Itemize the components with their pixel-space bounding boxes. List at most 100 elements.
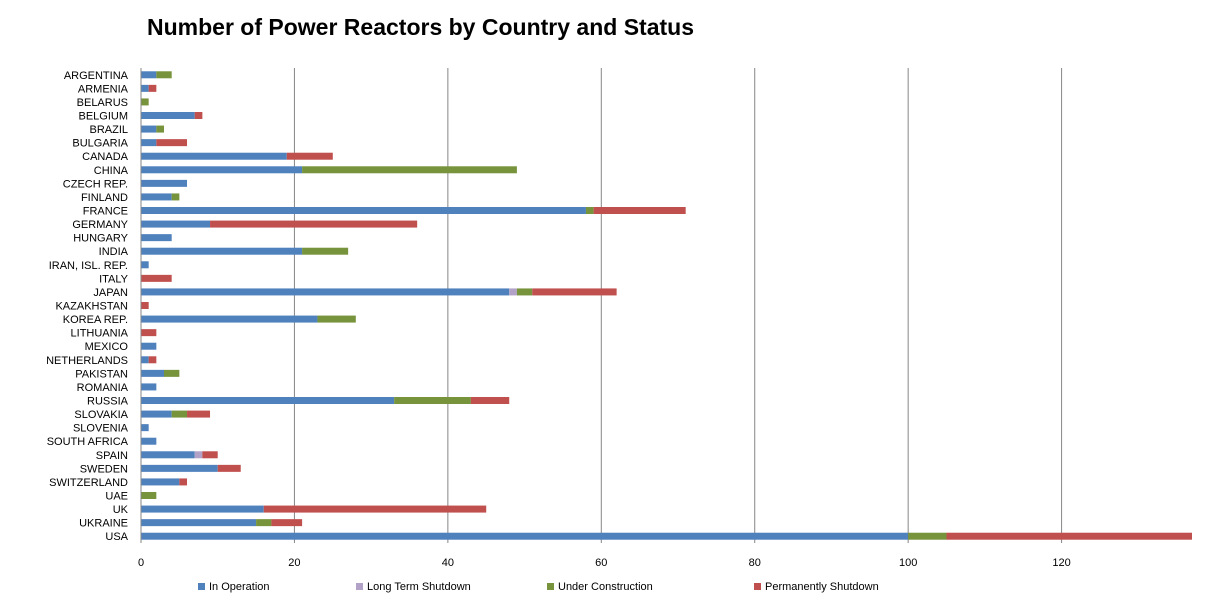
- legend-label: Under Construction: [558, 581, 653, 593]
- bar-segment: [141, 207, 586, 214]
- category-label: USA: [105, 531, 128, 543]
- category-label: UAE: [105, 491, 128, 503]
- category-label: UK: [113, 504, 129, 516]
- bar-segment: [156, 139, 188, 147]
- category-label: INDIA: [99, 246, 129, 258]
- category-label: FRANCE: [83, 206, 128, 218]
- bar-segment: [141, 519, 257, 527]
- bar-segment: [202, 451, 218, 459]
- category-label: SPAIN: [96, 450, 128, 462]
- bar-segment: [156, 71, 172, 79]
- bar-segment: [141, 464, 218, 472]
- bar-segment: [141, 505, 264, 513]
- bar-segment: [593, 207, 686, 214]
- bar-segment: [302, 166, 517, 174]
- bar-segment: [187, 410, 211, 418]
- category-label: SOUTH AFRICA: [47, 436, 129, 448]
- x-tick-label: 120: [1052, 557, 1070, 569]
- category-label: KOREA REP.: [63, 314, 128, 326]
- category-label: BELGIUM: [78, 111, 128, 123]
- category-label: CANADA: [82, 151, 129, 163]
- x-tick-label: 60: [595, 557, 607, 569]
- legend-swatch: [547, 583, 554, 590]
- category-label: SWITZERLAND: [49, 477, 128, 489]
- legend: In Operation Long Term Shutdown Under Cons…: [198, 581, 879, 593]
- bar-segment: [141, 193, 172, 201]
- category-label: BELARUS: [77, 97, 128, 109]
- bar-segment: [141, 125, 157, 133]
- category-label: KAZAKHSTAN: [55, 301, 128, 313]
- legend-swatch: [198, 583, 205, 590]
- bar-segment: [532, 288, 617, 296]
- bar-segment: [156, 125, 165, 133]
- bar-segment: [141, 424, 149, 432]
- x-tick-label: 80: [749, 557, 761, 569]
- bar-segment: [141, 288, 510, 296]
- chart-title: Number of Power Reactors by Country and …: [147, 14, 694, 40]
- category-label: BRAZIL: [89, 124, 128, 136]
- bar-segment: [141, 247, 303, 255]
- bar-segment: [394, 397, 471, 404]
- legend-label: Permanently Shutdown: [765, 581, 879, 593]
- category-label: PAKISTAN: [75, 368, 128, 380]
- category-label: ARMENIA: [78, 83, 129, 95]
- category-label: JAPAN: [93, 287, 128, 299]
- category-label: NETHERLANDS: [46, 355, 128, 367]
- category-label: CZECH REP.: [63, 178, 128, 190]
- category-label: ITALY: [99, 273, 129, 285]
- bar-segment: [171, 410, 188, 418]
- bar-segment: [141, 220, 211, 228]
- x-tick-label: 40: [442, 557, 454, 569]
- bar-segment: [141, 112, 195, 119]
- category-label: BULGARIA: [72, 138, 128, 150]
- bar-segment: [141, 139, 157, 147]
- bar-segment: [141, 410, 172, 418]
- bar-segment: [164, 369, 180, 377]
- category-label: UKRAINE: [79, 518, 128, 530]
- category-label: SWEDEN: [80, 463, 128, 475]
- bar-segment: [141, 71, 157, 79]
- gridlines: [293, 68, 1063, 543]
- bar-segment: [509, 288, 517, 296]
- bars: [141, 71, 1192, 540]
- bar-segment: [286, 152, 333, 160]
- bar-segment: [263, 505, 487, 513]
- legend-label: In Operation: [209, 581, 270, 593]
- category-label: RUSSIA: [87, 396, 129, 408]
- bar-segment: [141, 261, 149, 269]
- bar-segment: [141, 451, 195, 459]
- bar-segment: [141, 532, 909, 540]
- bar-segment: [271, 519, 303, 527]
- x-tick-label: 100: [899, 557, 917, 569]
- bar-segment: [141, 234, 172, 242]
- bar-segment: [141, 492, 157, 499]
- bar-segment: [148, 84, 157, 92]
- bar-segment: [171, 193, 180, 201]
- category-label: FINLAND: [81, 192, 128, 204]
- category-label: GERMANY: [72, 219, 128, 231]
- bar-segment: [141, 478, 180, 486]
- bar-segment: [141, 84, 149, 92]
- bar-segment: [141, 369, 165, 377]
- bar-segment: [141, 274, 172, 282]
- bar-segment: [256, 519, 272, 527]
- bar-segment: [302, 247, 349, 255]
- bar-segment: [317, 315, 356, 323]
- bar-segment: [179, 478, 188, 486]
- category-label: ARGENTINA: [64, 70, 129, 82]
- bar-segment: [141, 166, 303, 174]
- bar-segment: [141, 356, 149, 364]
- bar-segment: [194, 451, 203, 459]
- bar-segment: [141, 179, 188, 187]
- bar-segment: [194, 112, 203, 119]
- bar-segment: [470, 397, 510, 404]
- bar-segment: [908, 532, 947, 540]
- x-tick-labels: 0 20 40 60 80 100 120: [138, 557, 1071, 569]
- category-label: SLOVAKIA: [74, 409, 128, 421]
- bar-segment: [141, 329, 157, 337]
- category-label: IRAN, ISL. REP.: [49, 260, 128, 272]
- category-label: HUNGARY: [73, 233, 128, 245]
- bar-segment: [210, 220, 418, 228]
- x-tick-label: 20: [288, 557, 300, 569]
